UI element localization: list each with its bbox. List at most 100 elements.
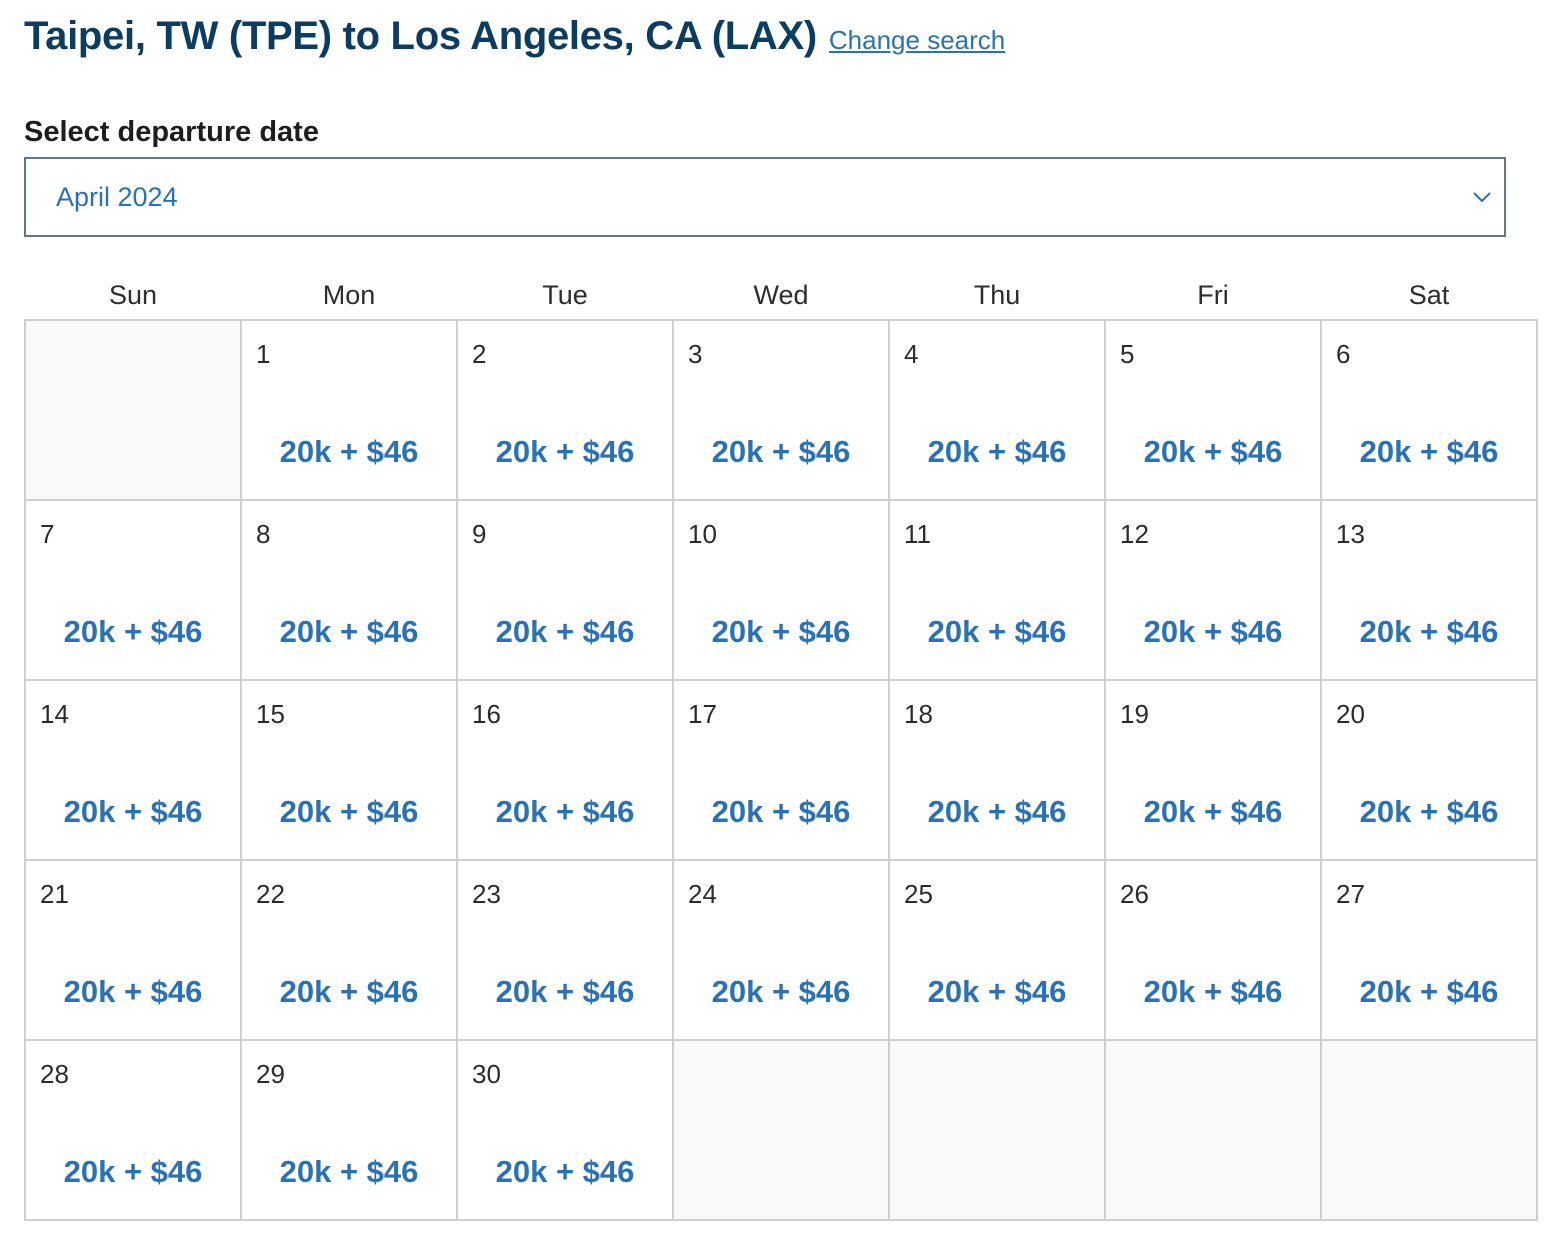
calendar-empty-cell	[890, 1041, 1106, 1221]
day-price: 20k + $46	[63, 614, 203, 649]
chevron-down-icon	[1473, 192, 1491, 203]
day-price: 20k + $46	[495, 794, 635, 829]
day-price: 20k + $46	[63, 974, 203, 1009]
weekday-header: Sun Mon Tue Wed Thu Fri Sat	[25, 280, 1537, 311]
page-header: Taipei, TW (TPE) to Los Angeles, CA (LAX…	[24, 14, 1005, 59]
calendar-day-6[interactable]: 6 20k + $46	[1322, 321, 1538, 501]
weekday-tue: Tue	[542, 280, 588, 310]
day-number: 3	[688, 339, 703, 369]
calendar-empty-cell	[674, 1041, 890, 1221]
day-number: 28	[40, 1059, 69, 1089]
day-number: 16	[472, 699, 501, 729]
day-price: 20k + $46	[1143, 614, 1283, 649]
calendar-empty-cell	[26, 321, 242, 501]
month-select[interactable]: April 2024	[24, 157, 1506, 237]
page-title: Taipei, TW (TPE) to Los Angeles, CA (LAX…	[24, 14, 817, 58]
calendar-empty-cell	[1106, 1041, 1322, 1221]
day-price: 20k + $46	[279, 1154, 419, 1189]
day-number: 15	[256, 699, 285, 729]
day-price: 20k + $46	[63, 794, 203, 829]
day-number: 26	[1120, 879, 1149, 909]
calendar-day-24[interactable]: 24 20k + $46	[674, 861, 890, 1041]
day-price: 20k + $46	[279, 974, 419, 1009]
day-number: 25	[904, 879, 933, 909]
day-number: 27	[1336, 879, 1365, 909]
day-number: 5	[1120, 339, 1135, 369]
calendar-day-23[interactable]: 23 20k + $46	[458, 861, 674, 1041]
calendar-day-17[interactable]: 17 20k + $46	[674, 681, 890, 861]
day-price: 20k + $46	[711, 794, 851, 829]
day-number: 6	[1336, 339, 1351, 369]
calendar-day-12[interactable]: 12 20k + $46	[1106, 501, 1322, 681]
calendar-day-26[interactable]: 26 20k + $46	[1106, 861, 1322, 1041]
calendar-day-22[interactable]: 22 20k + $46	[242, 861, 458, 1041]
day-price: 20k + $46	[1143, 974, 1283, 1009]
calendar-empty-cell	[1322, 1041, 1538, 1221]
calendar-day-3[interactable]: 3 20k + $46	[674, 321, 890, 501]
calendar-day-10[interactable]: 10 20k + $46	[674, 501, 890, 681]
weekday-wed: Wed	[753, 280, 809, 310]
day-number: 4	[904, 339, 919, 369]
weekday-sat: Sat	[1408, 280, 1450, 310]
day-price: 20k + $46	[1143, 794, 1283, 829]
calendar-day-13[interactable]: 13 20k + $46	[1322, 501, 1538, 681]
day-number: 11	[904, 519, 931, 549]
day-number: 23	[472, 879, 501, 909]
calendar-day-19[interactable]: 19 20k + $46	[1106, 681, 1322, 861]
calendar-day-1[interactable]: 1 20k + $46	[242, 321, 458, 501]
day-number: 10	[688, 519, 717, 549]
day-price: 20k + $46	[495, 1154, 635, 1189]
calendar-day-30[interactable]: 30 20k + $46	[458, 1041, 674, 1221]
calendar-day-5[interactable]: 5 20k + $46	[1106, 321, 1322, 501]
weekday-fri: Fri	[1197, 280, 1229, 310]
day-number: 9	[472, 519, 487, 549]
day-number: 13	[1336, 519, 1365, 549]
day-number: 18	[904, 699, 933, 729]
day-price: 20k + $46	[1359, 794, 1499, 829]
day-price: 20k + $46	[711, 974, 851, 1009]
day-price: 20k + $46	[711, 614, 851, 649]
day-number: 12	[1120, 519, 1149, 549]
day-number: 30	[472, 1059, 501, 1089]
day-price: 20k + $46	[495, 434, 635, 469]
day-number: 21	[40, 879, 69, 909]
day-price: 20k + $46	[1143, 434, 1283, 469]
calendar-day-21[interactable]: 21 20k + $46	[26, 861, 242, 1041]
calendar-day-27[interactable]: 27 20k + $46	[1322, 861, 1538, 1041]
change-search-link[interactable]: Change search	[828, 25, 1006, 55]
day-price: 20k + $46	[1359, 974, 1499, 1009]
day-price: 20k + $46	[279, 794, 419, 829]
day-price: 20k + $46	[279, 614, 419, 649]
calendar-day-14[interactable]: 14 20k + $46	[26, 681, 242, 861]
calendar-day-11[interactable]: 11 20k + $46	[890, 501, 1106, 681]
calendar-day-9[interactable]: 9 20k + $46	[458, 501, 674, 681]
weekday-thu: Thu	[973, 280, 1021, 310]
calendar-day-18[interactable]: 18 20k + $46	[890, 681, 1106, 861]
day-price: 20k + $46	[63, 1154, 203, 1189]
calendar-day-29[interactable]: 29 20k + $46	[242, 1041, 458, 1221]
calendar-day-20[interactable]: 20 20k + $46	[1322, 681, 1538, 861]
departure-date-label: Select departure date	[24, 116, 319, 148]
day-number: 1	[256, 339, 271, 369]
calendar-day-4[interactable]: 4 20k + $46	[890, 321, 1106, 501]
calendar-day-2[interactable]: 2 20k + $46	[458, 321, 674, 501]
day-price: 20k + $46	[927, 794, 1067, 829]
day-number: 14	[40, 699, 69, 729]
calendar-day-8[interactable]: 8 20k + $46	[242, 501, 458, 681]
day-number: 24	[688, 879, 717, 909]
day-price: 20k + $46	[1359, 614, 1499, 649]
calendar-day-7[interactable]: 7 20k + $46	[26, 501, 242, 681]
day-price: 20k + $46	[495, 614, 635, 649]
day-number: 17	[688, 699, 717, 729]
calendar-day-25[interactable]: 25 20k + $46	[890, 861, 1106, 1041]
day-number: 22	[256, 879, 285, 909]
weekday-sun: Sun	[108, 280, 158, 310]
day-price: 20k + $46	[495, 974, 635, 1009]
weekday-mon: Mon	[322, 280, 376, 310]
calendar-day-16[interactable]: 16 20k + $46	[458, 681, 674, 861]
day-number: 19	[1120, 699, 1149, 729]
day-price: 20k + $46	[1359, 434, 1499, 469]
calendar-day-15[interactable]: 15 20k + $46	[242, 681, 458, 861]
calendar-grid: 1 20k + $46 2 20k + $46 3 20k + $46 4 20k + $46…	[24, 319, 1538, 1221]
calendar-day-28[interactable]: 28 20k + $46	[26, 1041, 242, 1221]
